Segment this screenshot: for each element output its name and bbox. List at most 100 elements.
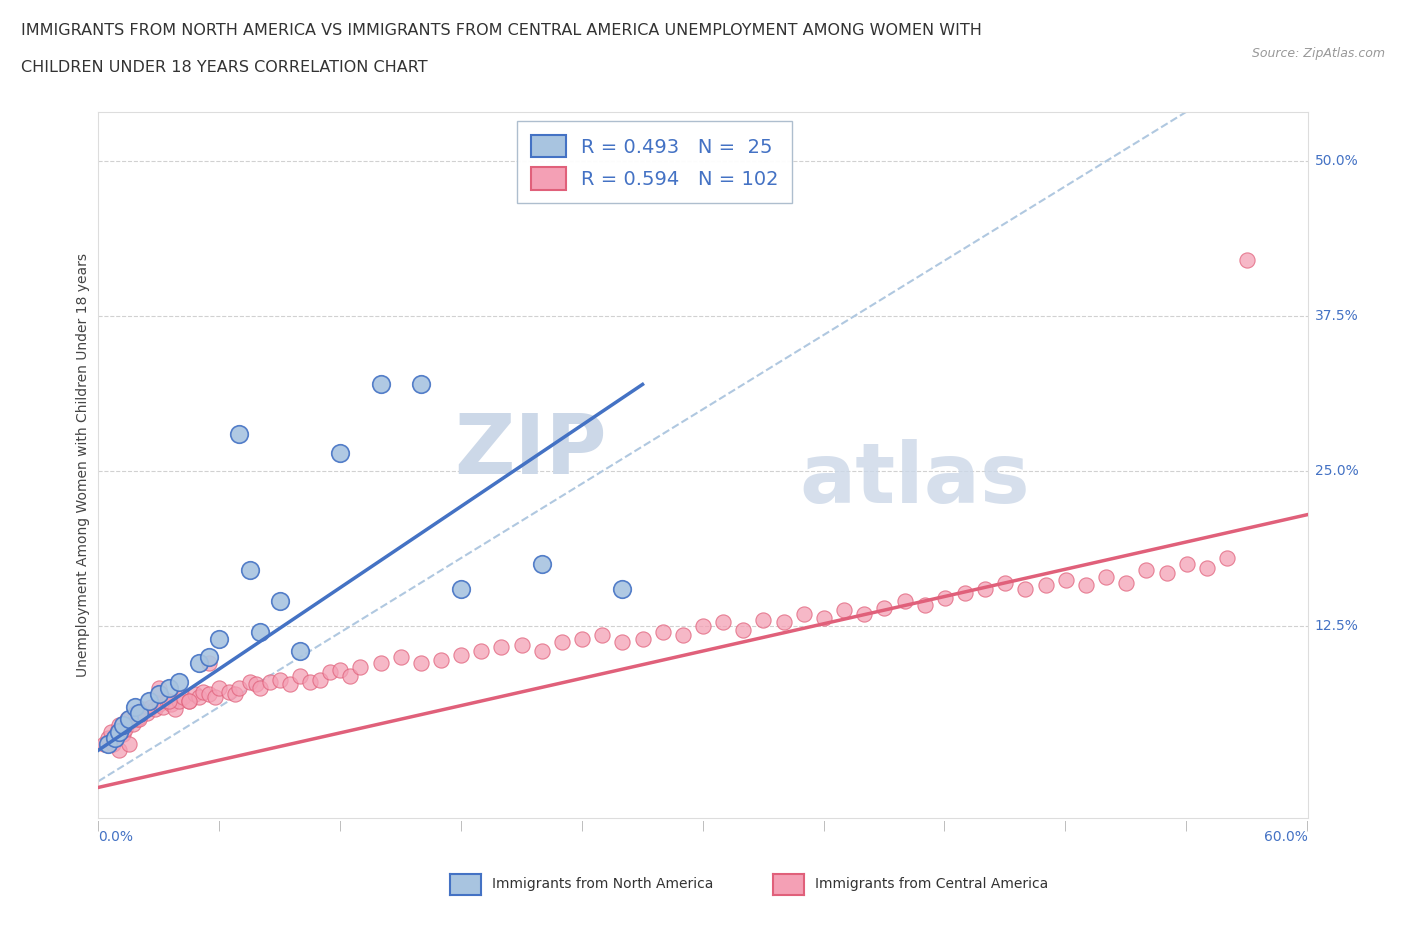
Point	[450, 581, 472, 596]
Point	[177, 693, 201, 708]
Point	[370, 656, 392, 671]
Text: |: |	[97, 820, 100, 830]
Point	[733, 622, 755, 637]
Point	[228, 427, 250, 442]
Point	[651, 625, 673, 640]
Point	[1014, 581, 1036, 596]
Point	[111, 718, 134, 733]
Point	[1156, 565, 1178, 580]
Point	[228, 681, 250, 696]
Point	[793, 606, 815, 621]
Text: IMMIGRANTS FROM NORTH AMERICA VS IMMIGRANTS FROM CENTRAL AMERICA UNEMPLOYMENT AM: IMMIGRANTS FROM NORTH AMERICA VS IMMIGRA…	[21, 23, 981, 38]
Text: |: |	[460, 820, 463, 830]
Point	[1175, 557, 1198, 572]
Point	[163, 702, 186, 717]
Point	[120, 710, 142, 724]
Point	[198, 656, 221, 671]
Point	[470, 644, 492, 658]
Point	[249, 681, 271, 696]
Point	[128, 711, 150, 726]
Point	[157, 693, 180, 708]
Point	[118, 711, 141, 726]
Point	[218, 684, 240, 699]
Point	[118, 737, 141, 751]
Point	[309, 672, 332, 687]
Text: atlas: atlas	[800, 439, 1031, 520]
Text: 25.0%: 25.0%	[1315, 464, 1358, 478]
Text: 60.0%: 60.0%	[1264, 830, 1308, 844]
Point	[692, 618, 714, 633]
Point	[239, 674, 262, 689]
Point	[974, 581, 997, 596]
Point	[143, 702, 166, 717]
Point	[100, 724, 122, 739]
Point	[409, 656, 432, 671]
Point	[148, 687, 170, 702]
Point	[612, 635, 634, 650]
Point	[177, 693, 201, 708]
Point	[1236, 253, 1258, 268]
Legend: R = 0.493   N =  25, R = 0.594   N = 102: R = 0.493 N = 25, R = 0.594 N = 102	[517, 121, 792, 203]
Point	[1054, 573, 1077, 588]
Text: |: |	[339, 820, 342, 830]
Text: |: |	[1306, 820, 1309, 830]
Point	[128, 706, 150, 721]
Point	[193, 684, 215, 699]
Point	[110, 724, 132, 739]
Text: ZIP: ZIP	[454, 410, 606, 491]
Text: |: |	[581, 820, 583, 830]
Point	[198, 650, 221, 665]
Point	[1035, 578, 1057, 592]
Point	[832, 603, 855, 618]
Text: CHILDREN UNDER 18 YEARS CORRELATION CHART: CHILDREN UNDER 18 YEARS CORRELATION CHAR…	[21, 60, 427, 75]
Point	[103, 730, 125, 745]
Point	[188, 689, 211, 704]
Point	[409, 377, 432, 392]
Text: |: |	[702, 820, 704, 830]
Text: 50.0%: 50.0%	[1315, 154, 1358, 168]
Point	[430, 652, 453, 667]
Point	[97, 737, 120, 751]
Point	[612, 581, 634, 596]
Point	[208, 631, 231, 646]
Point	[530, 644, 553, 658]
Point	[893, 594, 915, 609]
Text: |: |	[1064, 820, 1067, 830]
Point	[934, 591, 956, 605]
Point	[813, 610, 835, 625]
Point	[1074, 578, 1097, 592]
Text: 0.0%: 0.0%	[98, 830, 134, 844]
Point	[204, 689, 226, 704]
Point	[128, 710, 150, 724]
Point	[184, 687, 207, 702]
Y-axis label: Unemployment Among Women with Children Under 18 years: Unemployment Among Women with Children U…	[76, 253, 90, 677]
Point	[157, 681, 180, 696]
Point	[752, 613, 775, 628]
Point	[97, 730, 120, 745]
Text: Immigrants from North America: Immigrants from North America	[492, 877, 713, 892]
Point	[672, 628, 695, 643]
Point	[124, 706, 146, 721]
Point	[139, 699, 162, 714]
Point	[551, 635, 574, 650]
Point	[299, 674, 322, 689]
Point	[711, 615, 734, 630]
Point	[118, 714, 141, 729]
Point	[101, 737, 124, 751]
Text: 37.5%: 37.5%	[1315, 309, 1358, 324]
Point	[339, 669, 361, 684]
Point	[245, 677, 267, 692]
Point	[491, 640, 513, 655]
Point	[1195, 561, 1218, 576]
Text: Source: ZipAtlas.com: Source: ZipAtlas.com	[1251, 46, 1385, 60]
Point	[239, 563, 262, 578]
Point	[510, 637, 533, 652]
Point	[571, 631, 593, 646]
Point	[249, 625, 271, 640]
Point	[198, 687, 221, 702]
Point	[1095, 569, 1118, 584]
Point	[914, 598, 936, 613]
Point	[93, 737, 115, 751]
Point	[132, 702, 155, 717]
Point	[259, 674, 281, 689]
